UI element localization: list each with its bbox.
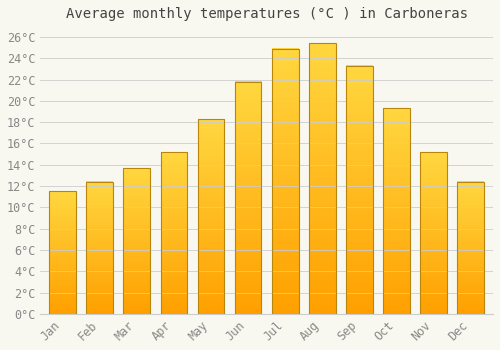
- Bar: [346, 66, 373, 314]
- Bar: [383, 108, 410, 314]
- Bar: [458, 182, 484, 314]
- Bar: [420, 152, 447, 314]
- Bar: [86, 182, 113, 314]
- Bar: [272, 49, 298, 314]
- Bar: [49, 191, 76, 314]
- Title: Average monthly temperatures (°C ) in Carboneras: Average monthly temperatures (°C ) in Ca…: [66, 7, 468, 21]
- Bar: [235, 82, 262, 314]
- Bar: [124, 168, 150, 314]
- Bar: [198, 119, 224, 314]
- Bar: [160, 152, 188, 314]
- Bar: [309, 43, 336, 314]
